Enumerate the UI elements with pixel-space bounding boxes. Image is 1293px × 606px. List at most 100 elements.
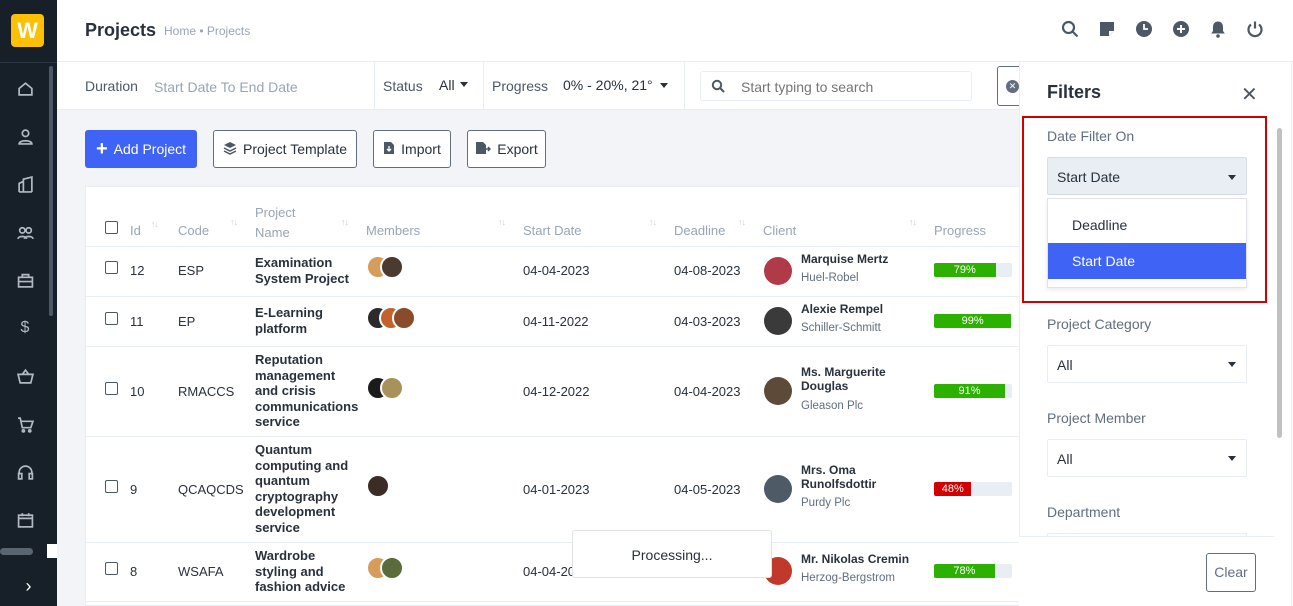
project-id: 9 <box>130 482 138 497</box>
sort-icon[interactable]: ↑↓ <box>649 217 657 227</box>
calendar-icon[interactable] <box>0 500 50 540</box>
page-title: Projects <box>85 20 157 40</box>
member-avatar[interactable] <box>380 255 404 279</box>
column-header-code[interactable]: Code <box>178 223 210 238</box>
column-header-id[interactable]: Id ↑↓ <box>130 219 159 238</box>
client-name[interactable]: Mrs. Oma Runolfsdottir <box>801 463 877 491</box>
briefcase-icon[interactable] <box>0 260 50 300</box>
duration-date-range[interactable]: Start Date To End Date <box>154 79 298 95</box>
column-header-project-name[interactable]: Project Name <box>255 205 296 240</box>
column-header-members[interactable]: Members <box>366 223 421 238</box>
processing-indicator: Processing... <box>572 530 772 578</box>
member-avatar[interactable] <box>366 474 390 498</box>
client-avatar[interactable] <box>764 377 792 405</box>
column-header-client[interactable]: Client <box>763 223 797 238</box>
column-header-start-date[interactable]: Start Date <box>523 223 582 238</box>
row-checkbox[interactable] <box>105 382 118 395</box>
project-member-select[interactable]: All <box>1047 439 1247 477</box>
row-checkbox[interactable] <box>105 312 118 325</box>
department-select[interactable] <box>1047 533 1247 537</box>
client-name[interactable]: Mr. Nikolas Cremin <box>801 552 910 566</box>
client-name[interactable]: Ms. Marguerite Douglas <box>801 365 886 393</box>
user-icon[interactable] <box>0 116 50 156</box>
dollar-icon[interactable]: $ <box>20 319 30 336</box>
project-category-label: Project Category <box>1047 316 1152 332</box>
project-name-link[interactable]: Examination System Project <box>255 255 349 286</box>
row-checkbox[interactable] <box>105 261 118 274</box>
export-button[interactable]: Export <box>467 130 546 168</box>
row-divider <box>85 346 1019 347</box>
bell-icon[interactable] <box>1209 20 1229 40</box>
status-value: All <box>439 77 455 93</box>
date-filter-value: Start Date <box>1057 169 1121 185</box>
progress-fill: 99% <box>934 314 1012 328</box>
project-name-link[interactable]: Reputation management and crisis communi… <box>255 352 359 429</box>
member-avatar[interactable] <box>380 376 404 400</box>
caret-down-icon <box>1228 175 1236 180</box>
close-icon[interactable]: ✕ <box>1241 84 1258 106</box>
sidebar-scrollbar[interactable] <box>49 66 53 316</box>
project-name-link[interactable]: Wardrobe styling and fashion advice <box>255 548 346 594</box>
sidebar-hscroll[interactable] <box>0 544 57 560</box>
clear-filters-button[interactable]: Clear <box>1206 553 1256 592</box>
row-checkbox[interactable] <box>105 480 118 493</box>
search-input[interactable] <box>741 78 966 96</box>
progress-select[interactable]: 0% - 20%, 21° <box>563 77 669 93</box>
collapse-sidebar-icon[interactable]: › <box>25 575 32 596</box>
progress-bar: 48% <box>934 482 1012 496</box>
clock-icon[interactable] <box>1135 20 1155 40</box>
search-icon[interactable] <box>1061 20 1081 40</box>
start-date: 04-11-2022 <box>523 314 589 329</box>
client-company: Gleason Plc <box>801 400 864 412</box>
project-id: 8 <box>130 564 138 579</box>
date-option-start-date[interactable]: Start Date <box>1048 243 1246 279</box>
project-name-link[interactable]: Quantum computing and quantum cryptograp… <box>255 442 349 535</box>
member-avatar[interactable] <box>392 306 416 330</box>
member-avatar[interactable] <box>380 556 404 580</box>
project-id: 12 <box>130 263 145 278</box>
power-icon[interactable] <box>1246 20 1266 40</box>
column-header-deadline[interactable]: Deadline <box>674 223 726 238</box>
status-select[interactable]: All <box>439 77 468 93</box>
import-button[interactable]: Import <box>373 130 451 168</box>
sidebar <box>0 0 57 606</box>
client-name[interactable]: Marquise Mertz <box>801 252 889 266</box>
row-divider <box>85 601 1019 602</box>
highlight-box <box>1022 116 1267 303</box>
column-header-progress[interactable]: Progress <box>934 223 987 238</box>
filters-panel-scrollbar[interactable] <box>1274 62 1293 606</box>
project-category-select[interactable]: All <box>1047 345 1247 383</box>
sort-icon[interactable]: ↑↓ <box>738 217 746 227</box>
sort-icon[interactable]: ↑↓ <box>498 217 506 227</box>
start-date: 04-12-2022 <box>523 384 590 399</box>
date-option-deadline[interactable]: Deadline <box>1072 217 1128 233</box>
row-checkbox[interactable] <box>105 562 118 575</box>
client-avatar[interactable] <box>764 257 792 285</box>
search-box[interactable] <box>700 71 972 101</box>
add-project-button[interactable]: + Add Project <box>85 130 197 168</box>
cart-icon[interactable] <box>0 404 50 444</box>
building-icon[interactable] <box>0 164 50 204</box>
users-icon[interactable] <box>0 212 50 252</box>
sort-icon[interactable]: ↑↓ <box>909 217 917 227</box>
app-logo[interactable]: W <box>11 14 44 47</box>
sort-icon[interactable]: ↑↓ <box>341 217 349 227</box>
project-template-button[interactable]: Project Template <box>213 130 357 168</box>
sort-icon[interactable]: ↑↓ <box>230 217 238 227</box>
plus-circle-icon[interactable] <box>1172 20 1192 40</box>
layers-icon <box>223 141 237 158</box>
sticky-note-icon[interactable] <box>1098 20 1118 40</box>
export-label: Export <box>497 141 538 157</box>
project-name-link[interactable]: E-Learning platform <box>255 305 323 336</box>
project-code: WSAFA <box>178 564 224 579</box>
home-icon[interactable] <box>0 68 50 108</box>
client-avatar[interactable] <box>764 307 792 335</box>
breadcrumb[interactable]: Home • Projects <box>164 24 251 38</box>
select-all-checkbox[interactable] <box>105 221 118 234</box>
date-filter-select[interactable]: Start Date <box>1047 157 1247 195</box>
client-name[interactable]: Alexie Rempel <box>801 302 884 316</box>
add-project-label: Add Project <box>113 141 187 157</box>
headset-icon[interactable] <box>0 452 50 492</box>
basket-icon[interactable] <box>0 356 50 396</box>
client-avatar[interactable] <box>764 475 792 503</box>
